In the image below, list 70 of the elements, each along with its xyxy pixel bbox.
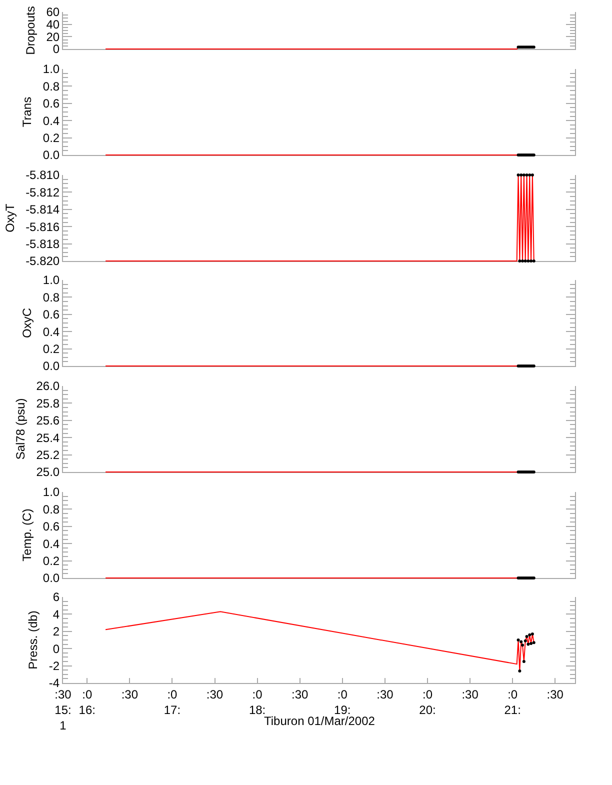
y-tick-label: 0.2 (42, 131, 60, 146)
line-series (105, 611, 534, 672)
y-axis-title: Dropouts (24, 6, 38, 55)
y-tick-label: 25.8 (36, 396, 60, 410)
y-tick-label: 0.6 (42, 519, 60, 534)
y-tick-label: 6 (52, 590, 60, 605)
point (522, 660, 526, 664)
point (528, 634, 532, 637)
y-tick-label: 25.2 (36, 448, 60, 462)
y-tick-label: 0 (52, 642, 60, 656)
y-tick-label: 0.8 (42, 290, 60, 305)
point (524, 640, 527, 643)
y-tick-label: 0.4 (42, 325, 60, 340)
y-tick-label: 0.6 (42, 308, 60, 322)
y-axis-title: Sal78 (psu) (14, 398, 28, 460)
y-axis-title: Temp. (C) (20, 508, 34, 562)
y-tick-label: 1.0 (42, 274, 60, 288)
y-tick-label: -5.810 (26, 168, 60, 182)
y-tick-label: 0.0 (42, 360, 60, 374)
y-tick-label: -5.820 (26, 254, 60, 268)
y-tick-label: 20 (46, 30, 60, 44)
x-tick-label: :30 (206, 688, 224, 702)
x-tick-label: :30 (121, 688, 138, 702)
y-tick-label: 26.0 (36, 379, 60, 394)
y-tick-label: 0.0 (42, 148, 60, 162)
y-tick-label: 4 (52, 608, 60, 622)
y-tick-label: 0 (52, 42, 60, 56)
y-tick-label: 0.2 (42, 342, 60, 356)
y-axis-title: OxyC (20, 308, 34, 338)
point (530, 642, 533, 646)
y-tick-label: 60 (46, 5, 60, 20)
y-tick-label: 0.4 (42, 536, 60, 551)
x-tick-label: :0 21: (504, 688, 521, 718)
y-tick-label: 1.0 (42, 62, 60, 76)
point (530, 632, 534, 636)
point (526, 643, 530, 646)
y-tick-label: 0.8 (42, 502, 60, 516)
y-tick-label: -5.814 (26, 202, 60, 216)
y-tick-label: 25.4 (36, 430, 60, 445)
x-tick-label: :30 (376, 688, 394, 702)
x-tick-label: :30 (462, 688, 479, 702)
y-tick-label: 0.4 (42, 114, 60, 128)
y-tick-label: 0.2 (42, 554, 60, 568)
x-tick-label: :30 (546, 688, 564, 702)
point (521, 644, 524, 648)
x-tick-label: :30 (292, 688, 309, 702)
y-axis-title: OxyT (2, 202, 17, 232)
point (516, 638, 520, 642)
y-tick-label: -5.812 (26, 185, 60, 200)
point (518, 670, 522, 673)
y-tick-label: 2 (52, 624, 60, 639)
point (525, 635, 528, 638)
y-tick-label: 40 (46, 18, 60, 32)
x-tick-label: :0 20: (419, 688, 436, 718)
point (532, 641, 536, 644)
y-tick-label: 0.0 (42, 570, 60, 585)
y-tick-label: 25.0 (36, 465, 60, 480)
y-tick-label: 0.8 (42, 80, 60, 94)
x-tick-label: :0 18: (248, 688, 266, 718)
y-axis-title: Trans (20, 97, 34, 128)
x-tick-label: :0 17: (164, 688, 181, 718)
y-tick-label: -5.818 (26, 236, 60, 251)
point (520, 640, 523, 644)
y-tick-label: 0.6 (42, 96, 60, 111)
y-tick-label: 25.6 (36, 414, 60, 428)
x-tick-label: :0 16: (78, 688, 96, 718)
y-axis-title: Press. (db) (26, 611, 40, 670)
y-tick-label: -2 (48, 659, 60, 674)
y-tick-label: -5.816 (26, 220, 60, 234)
y-tick-label: 1.0 (42, 484, 60, 499)
